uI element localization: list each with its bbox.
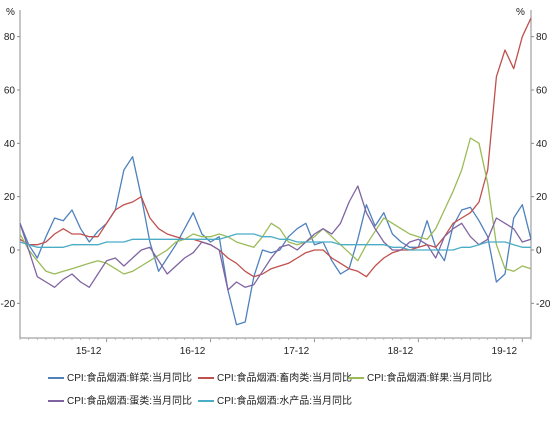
x-tick-label: 17-12 bbox=[284, 346, 310, 357]
axes: -20 -20 0 0 20 20 40 40 60 60 80 80 15-12 16-12 17-12 1… bbox=[1, 10, 550, 357]
y-tick-label-right: 60 bbox=[536, 86, 548, 97]
y-tick-label-left: 40 bbox=[4, 139, 16, 150]
series-lines bbox=[19, 17, 532, 326]
right-unit-label: % bbox=[516, 7, 525, 18]
legend-label-0: CPI:食品烟酒:鲜菜:当月同比 bbox=[67, 371, 192, 384]
y-tick-label-right: 20 bbox=[536, 192, 548, 203]
y-tick-label-left: 0 bbox=[9, 246, 15, 257]
y-tick-label-right: 0 bbox=[536, 246, 542, 257]
y-tick-label-right: 80 bbox=[536, 32, 548, 43]
y-tick-label-left: 60 bbox=[4, 86, 16, 97]
legend-label-3: CPI:食品烟酒:蛋类:当月同比 bbox=[67, 394, 192, 407]
legend-label-1: CPI:食品烟酒:畜肉类:当月同比 bbox=[217, 371, 352, 384]
legend: CPI:食品烟酒:鲜菜:当月同比 CPI:食品烟酒:畜肉类:当月同比 CPI:食品烟… bbox=[48, 371, 492, 407]
legend-label-4: CPI:食品烟酒:水产品:当月同比 bbox=[217, 394, 352, 407]
series-line-1 bbox=[19, 17, 532, 278]
legend-label-2: CPI:食品烟酒:鲜果:当月同比 bbox=[367, 371, 492, 384]
x-tick-label: 15-12 bbox=[76, 346, 102, 357]
left-unit-label: % bbox=[6, 7, 15, 18]
y-tick-label-left: 80 bbox=[4, 32, 16, 43]
series-line-3 bbox=[19, 185, 532, 291]
x-tick-label: 16-12 bbox=[180, 346, 206, 357]
series-line-0 bbox=[19, 156, 532, 326]
x-tick-label: 18-12 bbox=[388, 346, 414, 357]
x-tick-label: 19-12 bbox=[492, 346, 518, 357]
y-tick-label-right: -20 bbox=[536, 299, 550, 310]
y-tick-label-left: -20 bbox=[1, 299, 16, 310]
y-tick-label-right: 40 bbox=[536, 139, 548, 150]
series-line-4 bbox=[19, 233, 531, 251]
y-tick-label-left: 20 bbox=[4, 192, 16, 203]
